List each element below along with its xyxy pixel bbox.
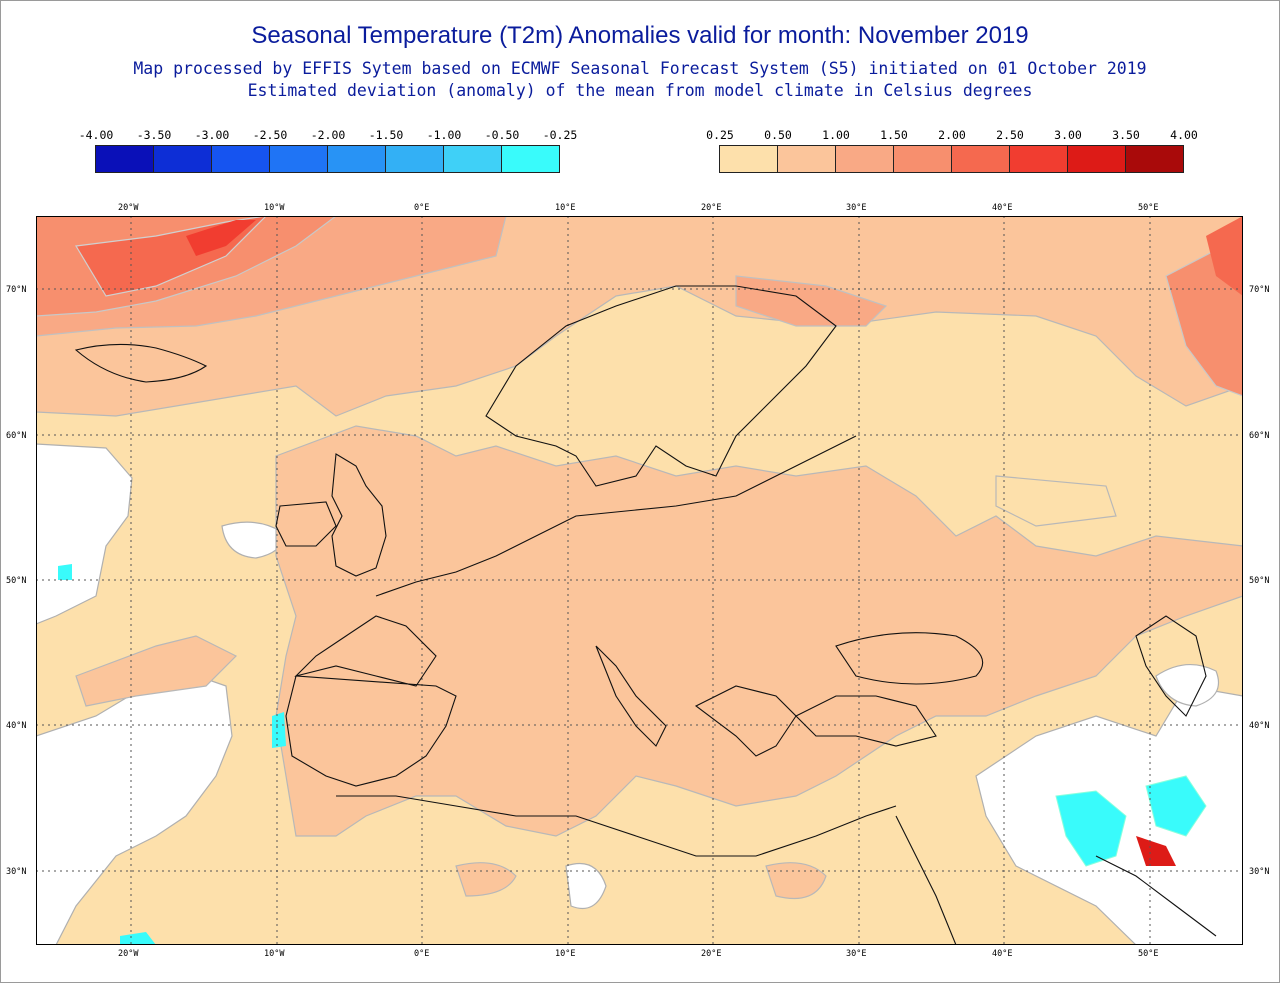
legend-neg-label: -3.00	[194, 128, 230, 142]
legend-neg-label: -0.50	[484, 128, 520, 142]
legend-pos-label: 3.00	[1054, 128, 1082, 142]
legend-swatch	[719, 145, 778, 173]
legend-pos-label: 1.50	[880, 128, 908, 142]
legend-swatch	[501, 145, 560, 173]
graticule	[36, 216, 1243, 945]
anomaly-band-200-250-kara-sea	[1206, 216, 1243, 296]
coastlines	[74, 285, 1217, 945]
lon-label-top: 10°E	[555, 203, 576, 213]
legend-swatch	[1125, 145, 1184, 173]
lat-label-right: 40°N	[1249, 721, 1270, 731]
coast-caspian-sea	[1135, 615, 1207, 717]
anomaly-band-neg-050-025-canaries	[120, 932, 156, 945]
lon-label-top: 30°E	[846, 203, 867, 213]
lon-label-bottom: 0°E	[414, 949, 430, 959]
coast-turkey	[795, 695, 937, 747]
lat-label-left: 70°N	[6, 285, 27, 295]
legend-pos-label: 1.00	[822, 128, 850, 142]
legend-swatch	[211, 145, 270, 173]
legend-neg-label: -0.25	[542, 128, 578, 142]
coast-red-sea-west	[895, 815, 957, 945]
legend-swatch	[1067, 145, 1126, 173]
coast-iceland	[74, 343, 208, 383]
lon-label-top: 10°W	[264, 203, 285, 213]
anomaly-band-050-100-atlantic	[75, 635, 238, 707]
legend-swatch	[95, 145, 154, 173]
lon-label-bottom: 40°E	[992, 949, 1013, 959]
legend-swatch	[153, 145, 212, 173]
anomaly-band-neg-050-025-iran	[1055, 790, 1127, 867]
legend-swatch	[327, 145, 386, 173]
lat-label-right: 60°N	[1249, 431, 1270, 441]
legend-pos-label: 0.25	[706, 128, 734, 142]
coast-iberia	[285, 675, 457, 787]
map-subtitle-processing: Map processed by EFFIS Sytem based on EC…	[133, 59, 1147, 78]
anomaly-band-250-300-greenland-sea	[186, 220, 256, 256]
legend-swatch	[893, 145, 952, 173]
coast-ireland	[275, 501, 337, 547]
lon-label-top: 0°E	[414, 203, 430, 213]
legend-neg-label: -1.00	[426, 128, 462, 142]
lat-label-right: 50°N	[1249, 576, 1270, 586]
lon-label-top: 20°E	[701, 203, 722, 213]
legend-pos-label: 0.50	[764, 128, 792, 142]
lon-label-bottom: 20°W	[118, 949, 139, 959]
lon-label-bottom: 10°E	[555, 949, 576, 959]
coast-north-europe	[375, 435, 857, 597]
coast-persian-gulf	[1095, 855, 1217, 937]
legend-pos-label: 2.00	[938, 128, 966, 142]
neutral-area-caspian	[1155, 663, 1220, 707]
legend-swatch	[835, 145, 894, 173]
anomaly-band-050-100-central	[275, 425, 1243, 837]
lat-label-right: 30°N	[1249, 867, 1270, 877]
legend-swatch	[443, 145, 502, 173]
legend-pos-label: 4.00	[1170, 128, 1198, 142]
map-border	[36, 216, 1243, 945]
legend-swatch	[385, 145, 444, 173]
lon-label-bottom: 20°E	[701, 949, 722, 959]
lon-label-top: 50°E	[1138, 203, 1159, 213]
lon-label-top: 40°E	[992, 203, 1013, 213]
legend-pos-label: 2.50	[996, 128, 1024, 142]
lon-label-bottom: 50°E	[1138, 949, 1159, 959]
coast-scandinavia	[485, 285, 837, 487]
map-title: Seasonal Temperature (T2m) Anomalies val…	[251, 22, 1029, 49]
anomaly-band-050-100-libya	[765, 862, 827, 900]
coast-italy	[595, 645, 667, 747]
legend-pos-label: 3.50	[1112, 128, 1140, 142]
anomaly-map	[36, 216, 1243, 945]
lat-label-left: 30°N	[6, 867, 27, 877]
lat-label-left: 40°N	[6, 721, 27, 731]
anomaly-band-050-100-sahara	[455, 862, 517, 897]
coast-black-sea	[835, 632, 984, 685]
legend-swatch	[269, 145, 328, 173]
legend-swatch	[777, 145, 836, 173]
legend-neg-label: -2.00	[310, 128, 346, 142]
lat-label-left: 60°N	[6, 431, 27, 441]
anomaly-band-300-350-iran	[1136, 836, 1176, 866]
anomaly-band-025-050-russia	[995, 475, 1117, 527]
coast-great-britain	[331, 453, 387, 577]
legend-swatch	[1009, 145, 1068, 173]
anomaly-band-neg-050-025-afghanistan	[1145, 775, 1207, 837]
lon-label-bottom: 30°E	[846, 949, 867, 959]
anomaly-band-100-150-barents	[735, 275, 888, 327]
lon-label-bottom: 10°W	[264, 949, 285, 959]
legend-neg-label: -1.50	[368, 128, 404, 142]
anomaly-band-neg-050-025-iberia	[272, 712, 286, 748]
lat-label-left: 50°N	[6, 576, 27, 586]
map-subtitle-units: Estimated deviation (anomaly) of the mea…	[247, 81, 1033, 100]
lon-label-top: 20°W	[118, 203, 139, 213]
legend-neg-label: -2.50	[252, 128, 288, 142]
legend-neg-label: -3.50	[136, 128, 172, 142]
legend-neg-label: -4.00	[78, 128, 114, 142]
coast-north-africa	[336, 795, 897, 857]
coast-bay-of-biscay	[294, 615, 437, 687]
neutral-area-sahara	[565, 862, 607, 910]
coast-greece	[694, 685, 797, 757]
anomaly-band-neg-050-025-atlantic	[58, 564, 72, 580]
legend-swatch	[951, 145, 1010, 173]
lat-label-right: 70°N	[1249, 285, 1270, 295]
